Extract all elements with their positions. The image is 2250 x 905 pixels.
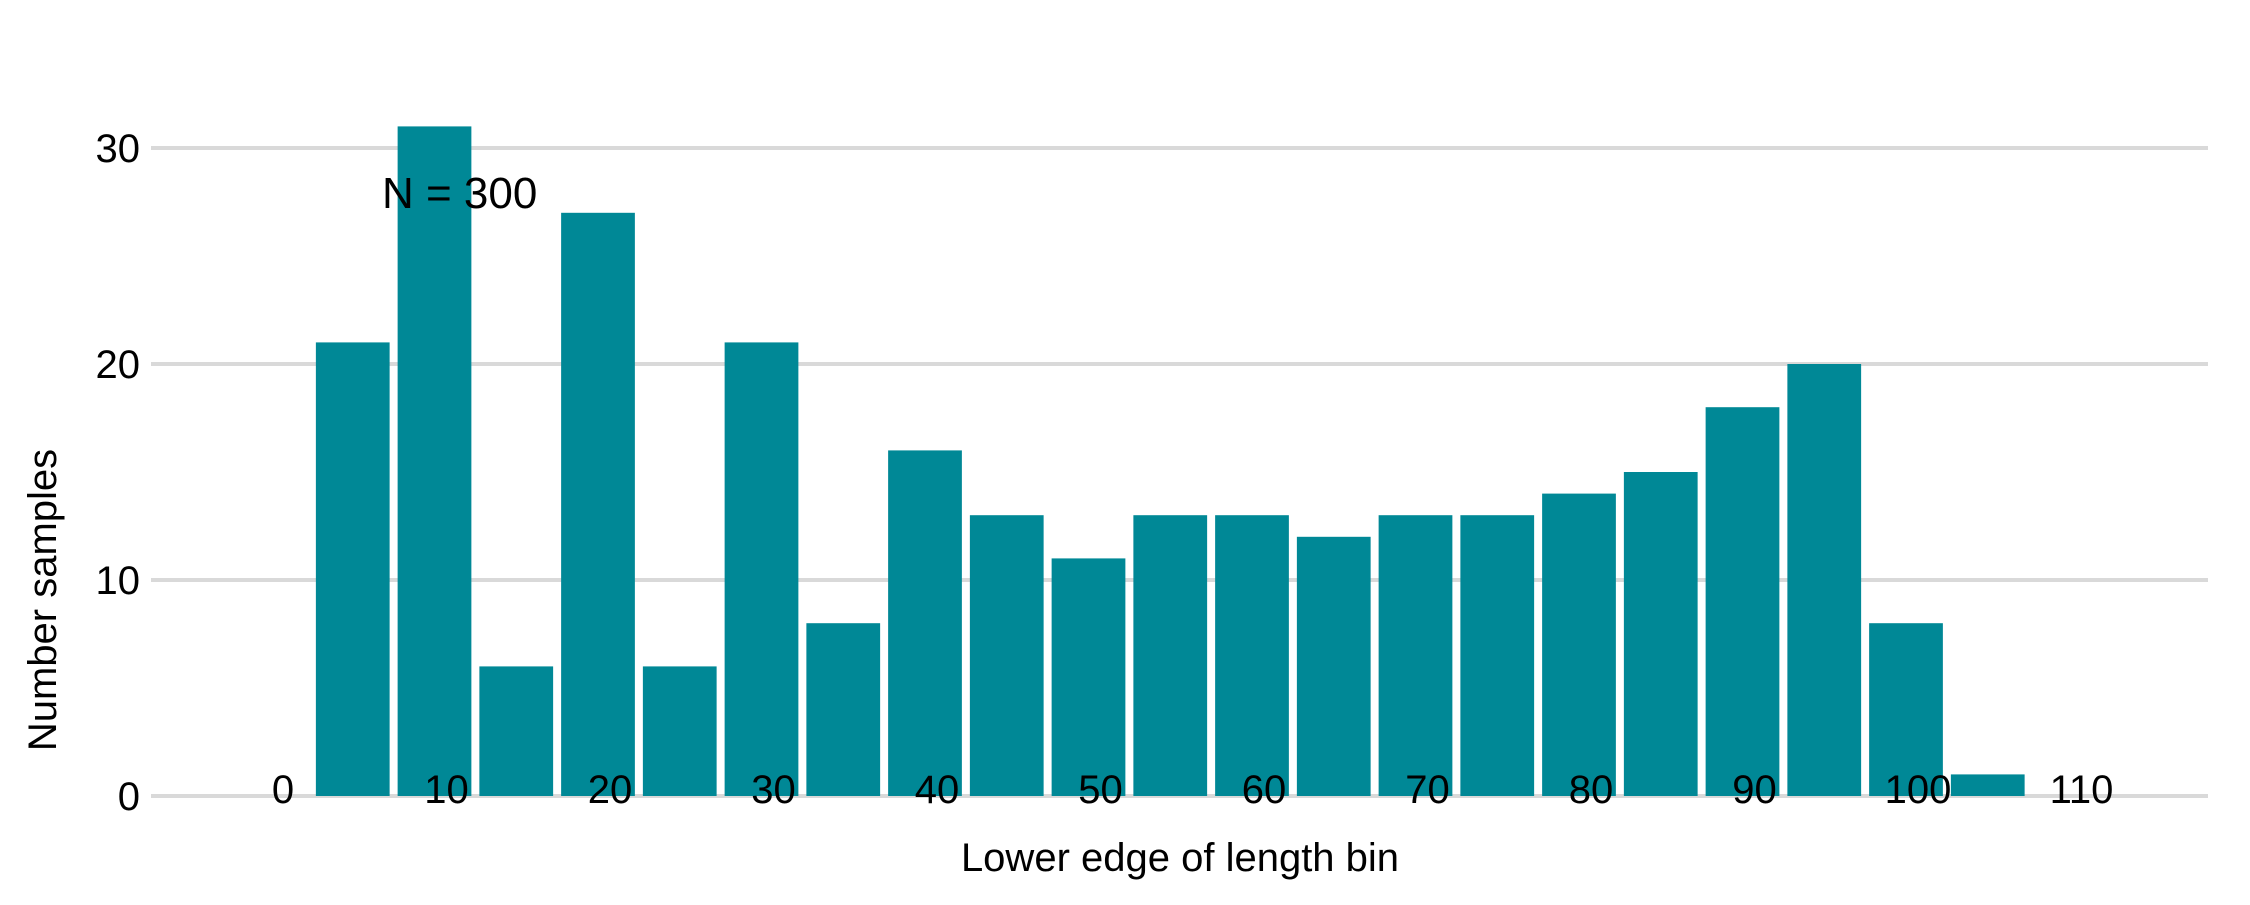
x-tick-label: 20	[588, 768, 633, 812]
x-tick-label: 70	[1405, 768, 1450, 812]
bar-bin-5	[315, 342, 390, 796]
bar-bin-85	[1623, 472, 1698, 796]
bar-bin-20	[561, 212, 635, 797]
bar-bin-50	[1051, 558, 1126, 796]
x-tick-label: 10	[424, 768, 469, 812]
bar-bin-45	[969, 515, 1044, 796]
bar-bin-15	[479, 666, 554, 796]
x-axis-label: Lower edge of length bin	[961, 836, 1399, 880]
x-tick-label: 60	[1242, 768, 1287, 812]
x-tick-label: 50	[1078, 768, 1123, 812]
bars	[315, 126, 2025, 797]
bar-bin-35	[806, 623, 881, 796]
bar-bin-100	[1869, 623, 1943, 796]
bar-bin-25	[642, 666, 717, 796]
x-tick-labels: 0 10 20 30 40 50 60 70 80 90 100 110	[272, 768, 2114, 812]
bar-bin-90	[1705, 407, 1780, 796]
y-tick-label: 20	[96, 343, 141, 387]
x-tick-label: 100	[1885, 768, 1952, 812]
y-axis-label: Number samples	[21, 449, 65, 751]
bar-bin-80	[1542, 493, 1616, 796]
bar-bin-60	[1215, 515, 1289, 796]
y-tick-label: 30	[96, 127, 141, 171]
x-tick-label: 0	[272, 768, 294, 812]
bar-bin-75	[1460, 515, 1535, 796]
y-tick-label: 10	[96, 559, 141, 603]
bar-bin-40	[888, 450, 962, 796]
y-tick-label: 0	[118, 775, 140, 819]
bar-bin-105	[1950, 774, 2025, 796]
bar-bin-55	[1133, 515, 1208, 796]
y-tick-labels: 0 10 20 30	[96, 127, 141, 819]
sample-count-annotation: N = 300	[382, 169, 537, 218]
bar-bin-70	[1378, 515, 1453, 796]
x-tick-label: 80	[1569, 768, 1614, 812]
bar-bin-10	[397, 126, 472, 796]
bar-bin-30	[724, 342, 799, 796]
x-tick-label: 30	[751, 768, 796, 812]
bar-bin-95	[1787, 364, 1862, 796]
x-tick-label: 90	[1732, 768, 1777, 812]
x-tick-label: 40	[915, 768, 960, 812]
x-tick-label: 110	[2050, 768, 2114, 812]
bar-bin-65	[1296, 536, 1371, 796]
